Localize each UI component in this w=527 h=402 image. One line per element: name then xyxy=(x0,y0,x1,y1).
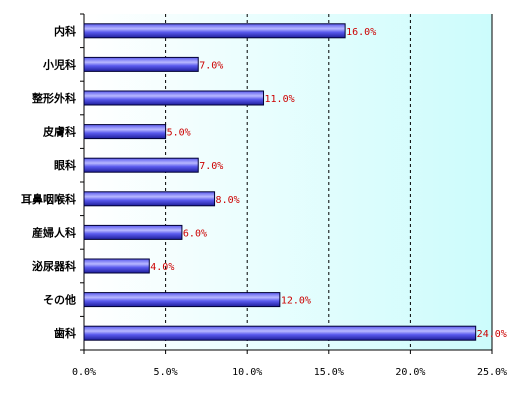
data-label: 16.0% xyxy=(346,27,376,38)
category-label: 皮膚科 xyxy=(42,125,76,139)
bar xyxy=(83,258,150,274)
category-label: 泌尿器科 xyxy=(32,259,76,273)
data-label: 24.0% xyxy=(477,329,507,340)
data-label: 7.0% xyxy=(199,161,223,172)
data-label: 8.0% xyxy=(216,195,240,206)
data-label: 12.0% xyxy=(281,296,311,307)
bar xyxy=(83,124,167,140)
data-label: 4.0% xyxy=(150,262,174,273)
bar xyxy=(83,224,183,240)
bar xyxy=(83,157,199,173)
bar xyxy=(83,325,477,341)
x-tick-label: 20.0% xyxy=(395,367,425,378)
x-tick-label: 15.0% xyxy=(314,367,344,378)
category-label: 小児科 xyxy=(42,57,76,71)
category-label: 耳鼻咽喉科 xyxy=(21,192,76,206)
bar xyxy=(83,23,346,39)
category-label: その他 xyxy=(43,293,76,307)
data-label: 7.0% xyxy=(199,60,223,71)
x-tick-label: 5.0% xyxy=(154,367,178,378)
category-label: 眼科 xyxy=(54,158,76,172)
bar xyxy=(83,292,281,308)
category-label: 産婦人科 xyxy=(32,225,76,239)
category-label: 内科 xyxy=(54,24,76,38)
bar xyxy=(83,191,216,207)
category-label: 整形外科 xyxy=(31,91,76,105)
data-label: 5.0% xyxy=(167,128,191,139)
x-tick-label: 10.0% xyxy=(232,367,262,378)
bar xyxy=(83,90,265,106)
data-label: 6.0% xyxy=(183,228,207,239)
bar xyxy=(83,56,199,72)
category-label: 歯科 xyxy=(54,326,76,340)
data-label: 11.0% xyxy=(265,94,295,105)
x-tick-label: 25.0% xyxy=(477,367,507,378)
x-tick-label: 0.0% xyxy=(72,367,96,378)
